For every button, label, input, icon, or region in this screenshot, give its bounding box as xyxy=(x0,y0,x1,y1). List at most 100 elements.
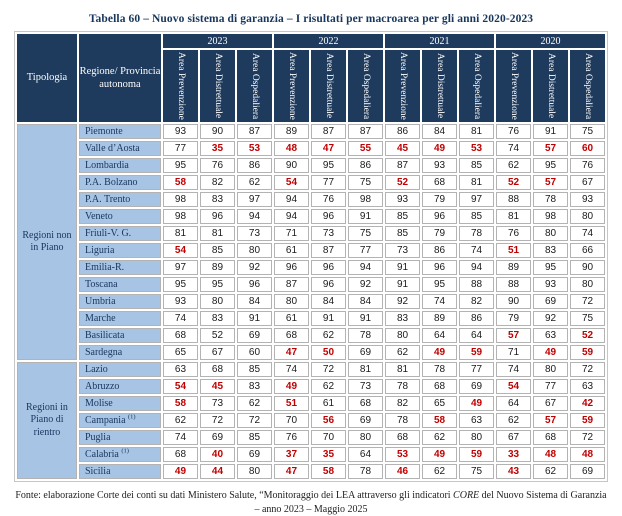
value-cell: 59 xyxy=(459,345,495,360)
value-cell: 62 xyxy=(162,413,198,428)
value-cell: 56 xyxy=(310,413,346,428)
value-cell: 75 xyxy=(459,464,495,479)
value-cell: 96 xyxy=(422,209,457,224)
area-header: Area Prevenzione xyxy=(273,50,309,122)
value-cell: 92 xyxy=(236,260,272,275)
value-cell: 47 xyxy=(310,141,346,156)
value-cell: 75 xyxy=(347,226,383,241)
year-header: 2020 xyxy=(496,34,606,48)
table-row: Molise 58 73 62 51 61 68 82 65 49 64 67 42 xyxy=(17,396,606,411)
value-cell: 83 xyxy=(199,192,235,207)
value-cell: 54 xyxy=(162,379,198,394)
tipologia-cell: Regioni in Piano di rientro xyxy=(16,362,77,479)
value-cell: 49 xyxy=(273,379,309,394)
value-cell: 78 xyxy=(422,362,457,377)
value-cell: 75 xyxy=(347,175,383,190)
value-cell: 67 xyxy=(199,345,235,360)
value-cell: 92 xyxy=(385,294,420,309)
value-cell: 98 xyxy=(162,209,198,224)
value-cell: 95 xyxy=(422,277,457,292)
value-cell: 68 xyxy=(347,396,383,411)
table-row: Lombardia 95 76 86 90 95 86 87 93 85 62 95 76 xyxy=(17,158,606,173)
area-header: Area Prevenzione xyxy=(385,50,420,122)
value-cell: 63 xyxy=(162,362,198,377)
value-cell: 84 xyxy=(236,294,272,309)
value-cell: 95 xyxy=(533,260,569,275)
value-cell: 53 xyxy=(236,141,272,156)
value-cell: 48 xyxy=(570,447,606,462)
area-header-label: Area Prevenzione xyxy=(397,52,408,120)
value-cell: 95 xyxy=(162,277,198,292)
value-cell: 83 xyxy=(199,311,235,326)
table-row: Puglia 74 69 85 76 70 80 68 62 80 67 68 72 xyxy=(17,430,606,445)
value-cell: 76 xyxy=(496,226,532,241)
value-cell: 44 xyxy=(199,464,235,479)
value-cell: 79 xyxy=(422,192,457,207)
region-name-cell: Basilicata xyxy=(78,328,161,343)
value-cell: 54 xyxy=(162,243,198,258)
value-cell: 88 xyxy=(496,277,532,292)
value-cell: 80 xyxy=(273,294,309,309)
value-cell: 67 xyxy=(496,430,532,445)
value-cell: 97 xyxy=(162,260,198,275)
value-cell: 98 xyxy=(162,192,198,207)
value-cell: 52 xyxy=(496,175,532,190)
value-cell: 49 xyxy=(422,345,457,360)
value-cell: 61 xyxy=(273,311,309,326)
value-cell: 49 xyxy=(422,447,457,462)
value-cell: 86 xyxy=(385,124,420,139)
value-cell: 68 xyxy=(162,447,198,462)
value-cell: 33 xyxy=(496,447,532,462)
value-cell: 76 xyxy=(496,124,532,139)
value-cell: 84 xyxy=(310,294,346,309)
value-cell: 96 xyxy=(422,260,457,275)
value-cell: 96 xyxy=(273,260,309,275)
table-row: Valle d’Aosta 77 35 53 48 47 55 45 49 53 74 57 60 xyxy=(17,141,606,156)
value-cell: 37 xyxy=(273,447,309,462)
area-header-label: Area Ospedaliera xyxy=(249,52,260,120)
value-cell: 74 xyxy=(273,362,309,377)
table-row: Abruzzo 54 45 83 49 62 73 78 68 69 54 77 63 xyxy=(17,379,606,394)
footnote-marker: (1) xyxy=(128,413,136,421)
region-name-cell: Piemonte xyxy=(78,124,161,139)
col-header-regione: Regione/ Provincia autonoma xyxy=(78,34,161,122)
value-cell: 85 xyxy=(385,226,420,241)
value-cell: 82 xyxy=(459,294,495,309)
value-cell: 55 xyxy=(347,141,383,156)
value-cell: 88 xyxy=(459,277,495,292)
value-cell: 68 xyxy=(162,328,198,343)
value-cell: 91 xyxy=(385,277,420,292)
value-cell: 68 xyxy=(199,362,235,377)
value-cell: 48 xyxy=(533,447,569,462)
value-cell: 59 xyxy=(570,413,606,428)
value-cell: 94 xyxy=(273,209,309,224)
value-cell: 83 xyxy=(236,379,272,394)
value-cell: 49 xyxy=(459,396,495,411)
value-cell: 46 xyxy=(385,464,420,479)
value-cell: 75 xyxy=(570,311,606,326)
region-name: Liguria xyxy=(84,245,115,256)
value-cell: 83 xyxy=(385,311,420,326)
area-header-label: Area Distrettuale xyxy=(545,53,556,119)
value-cell: 80 xyxy=(347,430,383,445)
value-cell: 88 xyxy=(496,192,532,207)
value-cell: 48 xyxy=(273,141,309,156)
value-cell: 98 xyxy=(347,192,383,207)
value-cell: 57 xyxy=(533,175,569,190)
area-header-label: Area Ospedaliera xyxy=(582,52,593,120)
region-name: Puglia xyxy=(84,432,111,443)
value-cell: 75 xyxy=(570,124,606,139)
value-cell: 60 xyxy=(570,141,606,156)
value-cell: 77 xyxy=(533,379,569,394)
value-cell: 57 xyxy=(533,141,569,156)
value-cell: 80 xyxy=(199,294,235,309)
value-cell: 91 xyxy=(347,209,383,224)
value-cell: 62 xyxy=(236,396,272,411)
value-cell: 89 xyxy=(496,260,532,275)
region-name-cell: P.A. Bolzano xyxy=(78,175,161,190)
value-cell: 72 xyxy=(236,413,272,428)
value-cell: 62 xyxy=(496,413,532,428)
value-cell: 80 xyxy=(236,243,272,258)
value-cell: 42 xyxy=(570,396,606,411)
value-cell: 73 xyxy=(385,243,420,258)
